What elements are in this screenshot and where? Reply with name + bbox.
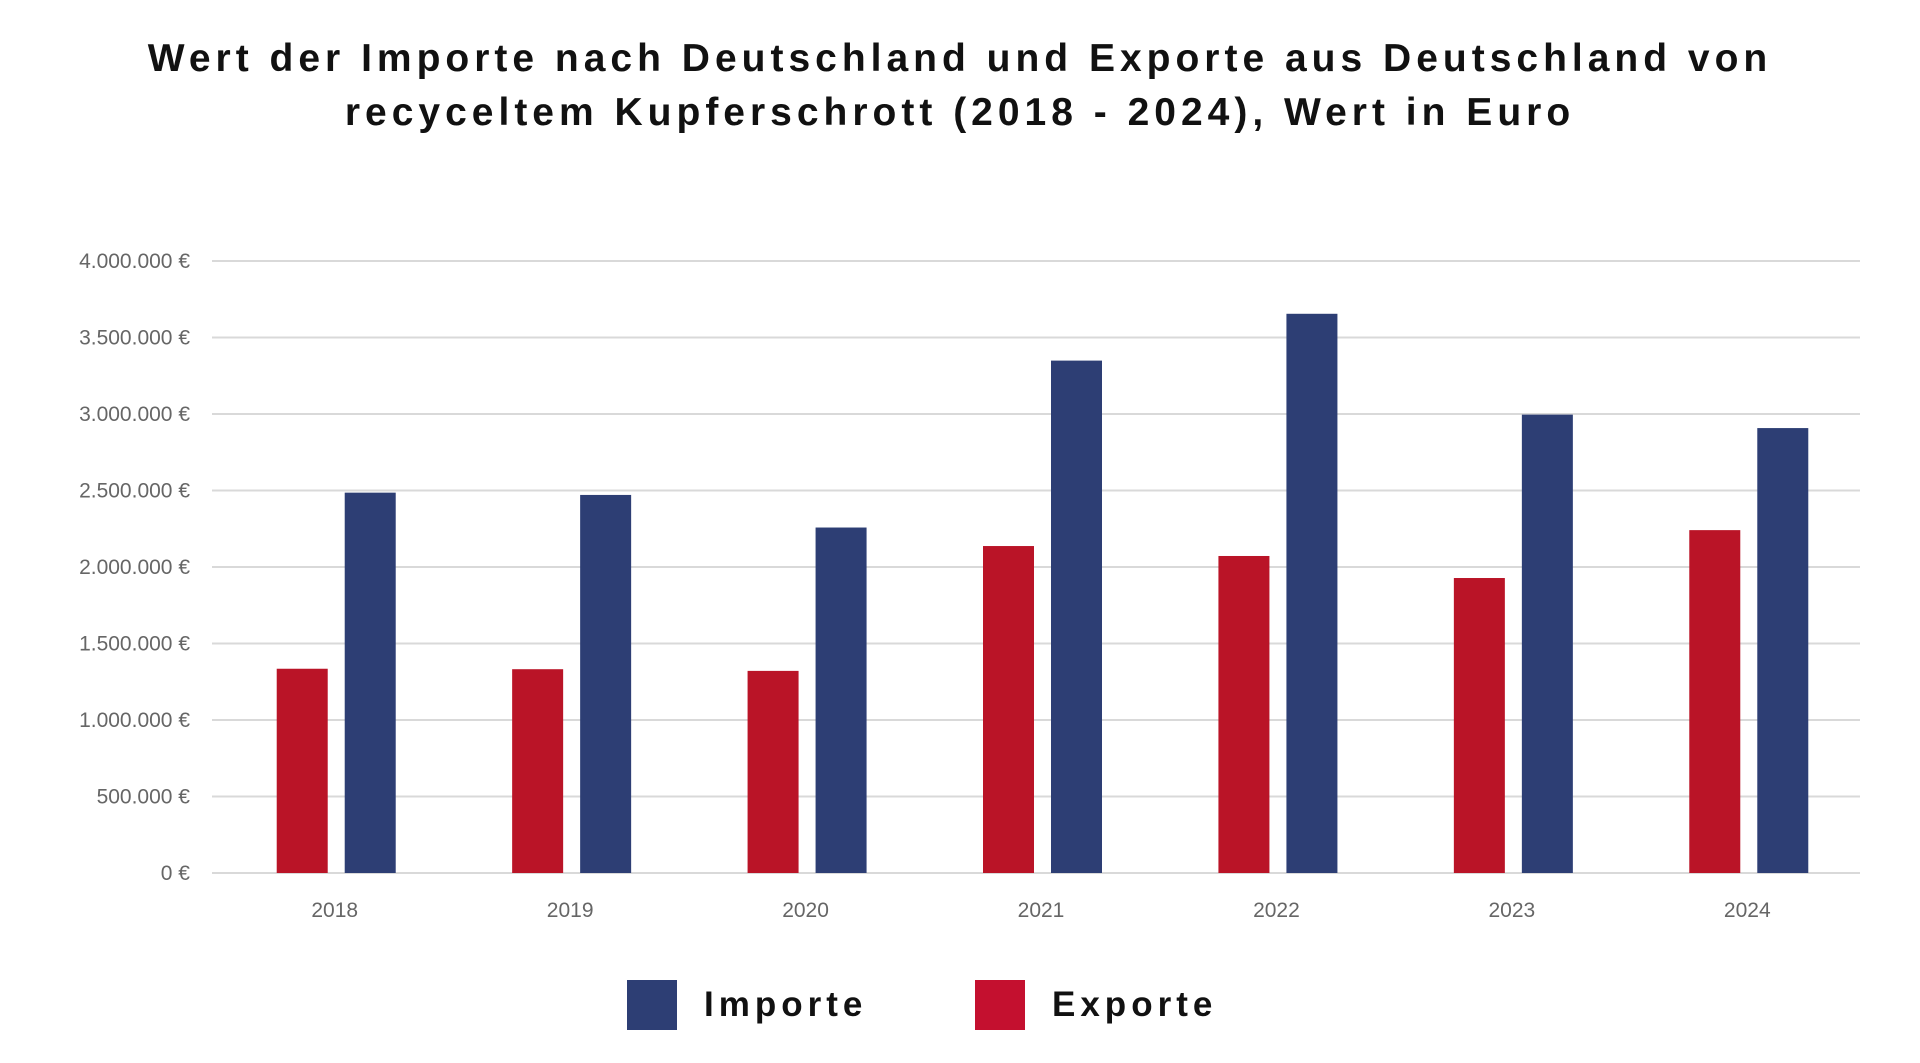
bar-importe-2019: [580, 494, 632, 873]
y-tick-label: 4.000.000 €: [79, 250, 190, 273]
chart-title-line-2: recyceltem Kupferschrott (2018 - 2024), …: [344, 91, 1576, 134]
legend-item-exporte: Exporte: [975, 980, 1217, 1030]
bar-importe-2023: [1521, 414, 1573, 873]
y-tick-label: 2.500.000 €: [79, 480, 190, 503]
bar-importe-2022: [1286, 313, 1338, 873]
bar-exporte-2023: [1453, 578, 1505, 873]
chart-title-line-1: Wert der Importe nach Deutschland und Ex…: [147, 37, 1773, 80]
y-tick-label: 0 €: [161, 862, 191, 885]
bar-exporte-2024: [1689, 530, 1741, 873]
x-tick-label: 2021: [1018, 899, 1065, 922]
y-tick-label: 1.500.000 €: [79, 633, 190, 656]
y-tick-label: 3.000.000 €: [79, 403, 190, 426]
x-tick-label: 2019: [547, 899, 594, 922]
bar-exporte-2020: [747, 670, 799, 873]
legend-label-importe: Importe: [704, 985, 868, 1024]
bar-exporte-2019: [512, 669, 564, 873]
bar-exporte-2018: [276, 668, 328, 873]
x-tick-label: 2022: [1253, 899, 1300, 922]
bar-exporte-2022: [1218, 555, 1270, 873]
bar-importe-2020: [815, 527, 867, 873]
y-tick-label: 1.000.000 €: [79, 709, 190, 732]
x-tick-label: 2020: [782, 899, 829, 922]
y-tick-label: 2.000.000 €: [79, 556, 190, 579]
bar-importe-2018: [344, 492, 396, 873]
x-tick-label: 2024: [1724, 899, 1771, 922]
legend-swatch-importe: [627, 980, 677, 1030]
y-tick-label: 3.500.000 €: [79, 327, 190, 350]
x-tick-label: 2023: [1488, 899, 1535, 922]
x-tick-label: 2018: [311, 899, 358, 922]
legend-label-exporte: Exporte: [1052, 985, 1218, 1024]
chart-title: Wert der Importe nach Deutschland und Ex…: [0, 32, 1920, 140]
legend-item-importe: Importe: [627, 980, 867, 1030]
y-tick-label: 500.000 €: [97, 786, 191, 809]
bar-exporte-2021: [983, 546, 1034, 873]
bar-importe-2021: [1051, 360, 1102, 873]
legend-swatch-exporte: [975, 980, 1025, 1030]
bar-importe-2024: [1757, 428, 1809, 873]
